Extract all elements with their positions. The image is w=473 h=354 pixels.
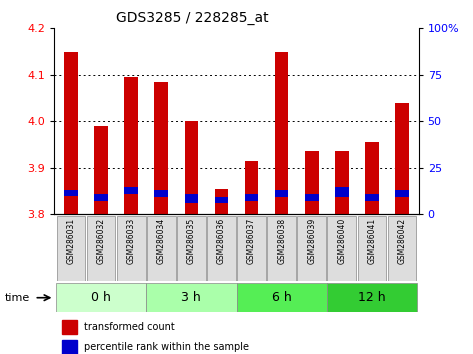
FancyBboxPatch shape	[298, 216, 326, 281]
Bar	[64, 52, 78, 214]
FancyBboxPatch shape	[327, 216, 356, 281]
Text: time: time	[5, 293, 30, 303]
Text: GSM286041: GSM286041	[368, 218, 377, 264]
Bar	[64, 189, 78, 196]
FancyBboxPatch shape	[177, 216, 206, 281]
FancyBboxPatch shape	[267, 216, 296, 281]
Bar	[155, 189, 168, 196]
Bar	[94, 194, 108, 201]
FancyBboxPatch shape	[117, 216, 146, 281]
Text: GSM286034: GSM286034	[157, 218, 166, 264]
FancyBboxPatch shape	[387, 216, 417, 281]
FancyBboxPatch shape	[207, 216, 236, 281]
Text: GSM286035: GSM286035	[187, 218, 196, 264]
Text: GSM286042: GSM286042	[397, 218, 407, 264]
Text: transformed count: transformed count	[84, 322, 175, 332]
Text: 0 h: 0 h	[91, 291, 111, 304]
Bar	[155, 82, 168, 214]
Bar	[94, 126, 108, 214]
Bar	[335, 187, 349, 196]
FancyBboxPatch shape	[87, 216, 115, 281]
Bar	[215, 189, 228, 214]
Bar	[61, 341, 77, 354]
Bar	[215, 196, 228, 204]
Bar	[365, 194, 379, 201]
FancyBboxPatch shape	[56, 216, 86, 281]
Text: GSM286040: GSM286040	[337, 218, 346, 264]
Text: 3 h: 3 h	[182, 291, 201, 304]
Text: GSM286038: GSM286038	[277, 218, 286, 264]
Bar	[305, 194, 318, 201]
Text: GSM286031: GSM286031	[66, 218, 76, 264]
Bar	[61, 320, 77, 333]
Bar	[275, 52, 289, 214]
FancyBboxPatch shape	[236, 283, 327, 312]
Bar	[305, 152, 318, 214]
Bar	[124, 77, 138, 214]
Text: percentile rank within the sample: percentile rank within the sample	[84, 342, 249, 352]
FancyBboxPatch shape	[147, 216, 175, 281]
Bar	[365, 142, 379, 214]
Text: GSM286039: GSM286039	[307, 218, 316, 264]
Bar	[275, 189, 289, 196]
Text: GSM286032: GSM286032	[96, 218, 105, 264]
Text: 6 h: 6 h	[272, 291, 291, 304]
Bar	[184, 194, 198, 204]
FancyBboxPatch shape	[327, 283, 417, 312]
Bar	[395, 189, 409, 196]
Text: 12 h: 12 h	[358, 291, 386, 304]
Text: GDS3285 / 228285_at: GDS3285 / 228285_at	[116, 11, 269, 25]
FancyBboxPatch shape	[237, 216, 266, 281]
Text: GSM286037: GSM286037	[247, 218, 256, 264]
FancyBboxPatch shape	[146, 283, 236, 312]
Text: GSM286036: GSM286036	[217, 218, 226, 264]
Bar	[245, 194, 258, 201]
Text: GSM286033: GSM286033	[127, 218, 136, 264]
Bar	[124, 187, 138, 194]
Bar	[245, 161, 258, 214]
Bar	[335, 152, 349, 214]
Bar	[184, 121, 198, 214]
Bar	[395, 103, 409, 214]
FancyBboxPatch shape	[56, 283, 146, 312]
FancyBboxPatch shape	[358, 216, 386, 281]
